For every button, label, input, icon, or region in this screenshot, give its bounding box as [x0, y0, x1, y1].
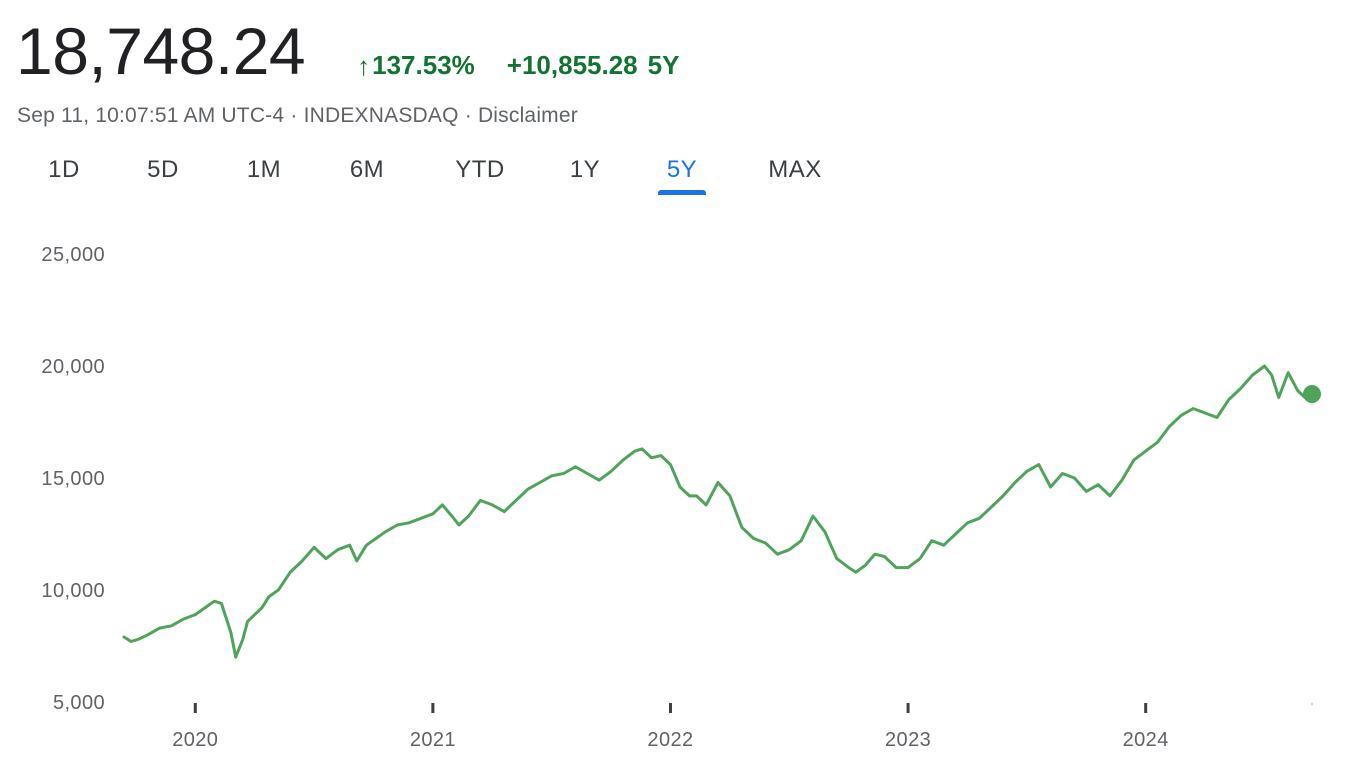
price-change: ↑ 137.53% +10,855.28 5Y	[357, 50, 679, 81]
exchange-name: INDEXNASDAQ	[303, 104, 459, 127]
tab-ytd[interactable]: YTD	[455, 156, 505, 183]
active-tab-indicator	[658, 190, 706, 195]
x-tick-label: 2020	[172, 729, 218, 751]
current-price: 18,748.24	[16, 14, 306, 88]
y-tick-label: 15,000	[41, 468, 105, 490]
tab-1d[interactable]: 1D	[48, 156, 80, 183]
price-series-line	[122, 364, 1314, 659]
y-tick-label: 5,000	[53, 692, 105, 714]
meta-separator: ·	[464, 104, 472, 127]
quote-meta: Sep 11, 10:07:51 AM UTC-4 · INDEXNASDAQ …	[17, 104, 578, 128]
tab-1y[interactable]: 1Y	[569, 156, 601, 183]
disclaimer-link[interactable]: Disclaimer	[477, 104, 578, 127]
change-period: 5Y	[647, 50, 680, 80]
meta-separator: ·	[290, 104, 298, 127]
change-percent: 137.53%	[372, 50, 475, 80]
range-tabs: 1D 5D 1M 6M YTD 1Y 5Y MAX	[0, 152, 900, 202]
y-tick-label: 20,000	[41, 356, 105, 378]
x-tick-label: 2023	[885, 729, 931, 751]
arrow-up-icon: ↑	[357, 51, 371, 81]
x-tick-label: 2022	[647, 729, 693, 751]
tab-1m[interactable]: 1M	[246, 156, 282, 183]
tab-6m[interactable]: 6M	[349, 156, 385, 183]
y-tick-label: 10,000	[41, 580, 105, 602]
y-tick-label: 25,000	[41, 244, 105, 266]
x-tick-label: 2021	[410, 729, 456, 751]
tab-max[interactable]: MAX	[768, 156, 822, 183]
quote-header: 18,748.24 ↑ 137.53% +10,855.28 5Y	[16, 18, 679, 84]
change-absolute: +10,855.28	[506, 50, 638, 80]
tab-5y[interactable]: 5Y	[666, 156, 698, 183]
tab-5d[interactable]: 5D	[147, 156, 179, 183]
x-tick-label: 2024	[1123, 729, 1169, 751]
current-price-dot	[1303, 385, 1321, 404]
timestamp: Sep 11, 10:07:51 AM UTC-4	[17, 104, 285, 127]
